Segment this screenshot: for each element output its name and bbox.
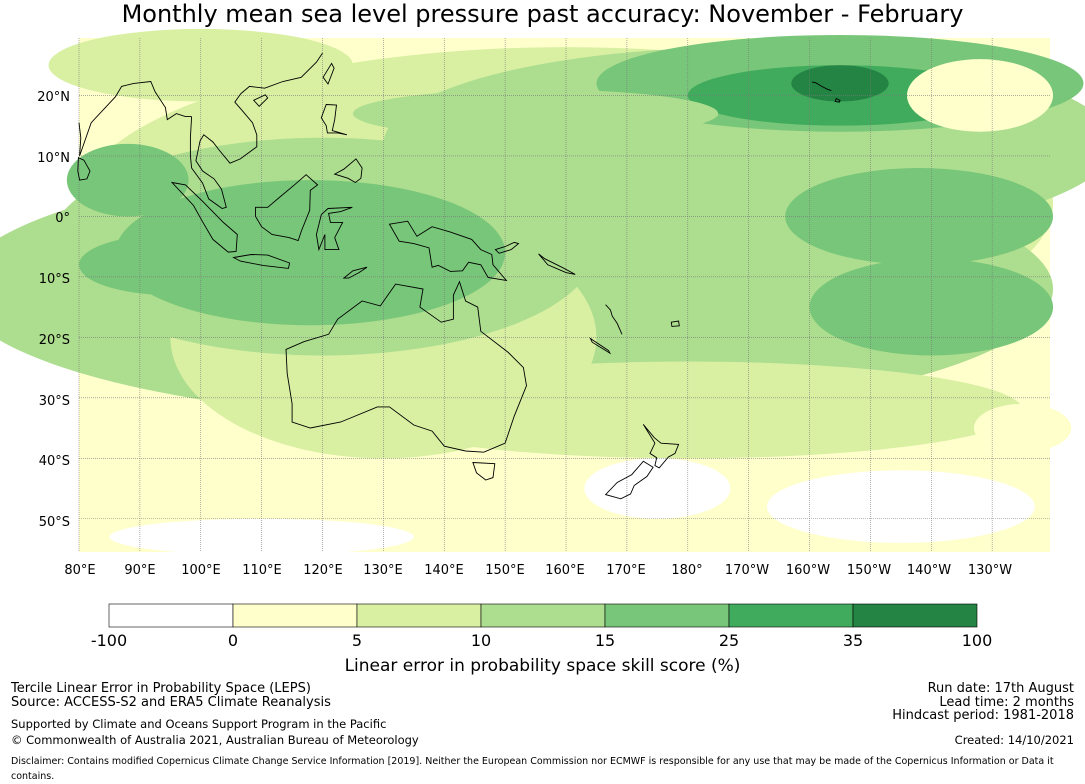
lon-label-180: 180° <box>671 563 703 578</box>
colorbar-tick-35: 35 <box>842 631 864 650</box>
skill-region-18 <box>766 470 1035 543</box>
lon-label-160w: 160°W <box>785 563 831 578</box>
colorbar-label: Linear error in probability space skill … <box>344 656 741 676</box>
lon-label-150w: 150°W <box>846 563 892 578</box>
lon-label-130e: 130°E <box>363 563 403 578</box>
skill-region-17 <box>584 458 731 519</box>
skill-region-9 <box>66 143 189 217</box>
sumatra-coast <box>170 181 238 253</box>
hawaii-coast <box>834 97 841 103</box>
footer-source: Source: ACCESS-S2 and ERA5 Climate Reana… <box>11 695 331 710</box>
vanuatu-coast <box>605 304 623 335</box>
footer-leps: Tercile Linear Error in Probability Spac… <box>11 681 311 696</box>
colorbar-swatch-2 <box>356 603 482 628</box>
lon-label-120e: 120°E <box>303 563 343 578</box>
lat-label-30s: 30°S <box>38 394 70 409</box>
lon-label-100e: 100°E <box>181 563 221 578</box>
australia-coast <box>285 280 527 453</box>
timor-coast <box>342 266 368 279</box>
footer-copyright: © Commonwealth of Australia 2021, Austra… <box>11 733 419 747</box>
lon-label-140e: 140°E <box>424 563 464 578</box>
lon-label-170e: 170°E <box>606 563 646 578</box>
colorbar-swatch-4 <box>604 603 730 628</box>
lon-label-130w: 130°W <box>967 563 1013 578</box>
bay-of-bengal-coast <box>78 81 192 157</box>
lat-label-40s: 40°S <box>38 454 70 469</box>
colorbar-swatch-0 <box>108 603 234 628</box>
colorbar-swatch-5 <box>728 603 854 628</box>
colorbar-swatch-1 <box>232 603 358 628</box>
colorbar-tick-100: 100 <box>961 631 993 650</box>
malay-peninsula-indochina-coast <box>189 52 323 209</box>
new-caledonia-coast <box>589 337 612 355</box>
footer-hindcast: Hindcast period: 1981-2018 <box>892 708 1074 723</box>
sri-lanka-coast <box>77 157 91 181</box>
lon-label-90e: 90°E <box>124 563 156 578</box>
lon-label-80e: 80°E <box>64 563 96 578</box>
new-guinea-coast <box>388 220 508 282</box>
colorbar-swatch-3 <box>480 603 606 628</box>
skill-region-14 <box>791 65 889 102</box>
footer-disclaimer: Disclaimer: Contains modified Copernicus… <box>11 756 1054 782</box>
tasmania-coast <box>472 462 496 481</box>
skill-region-10 <box>79 234 262 295</box>
lat-label-10s: 10°S <box>38 272 70 287</box>
chart-title: Monthly mean sea level pressure past acc… <box>121 0 964 28</box>
java-coast <box>232 254 291 269</box>
borneo-coast <box>255 174 319 242</box>
colorbar-tick-0: 0 <box>227 631 239 650</box>
lat-label-20s: 20°S <box>38 333 70 348</box>
lon-label-110e: 110°E <box>242 563 282 578</box>
coastlines <box>77 52 841 500</box>
colorbar-tick-25: 25 <box>718 631 740 650</box>
lat-label-10n: 10°N <box>37 151 70 166</box>
lon-label-160e: 160°E <box>545 563 585 578</box>
lon-label-170w: 170°W <box>724 563 770 578</box>
hainan-coast <box>252 94 269 107</box>
skill-region-15 <box>352 89 719 138</box>
skill-region-20 <box>973 403 1072 453</box>
colorbar-tick-5: 5 <box>351 631 363 650</box>
footer-created: Created: 14/10/2021 <box>954 733 1074 747</box>
colorbar <box>108 603 978 628</box>
luzon-coast <box>320 104 348 136</box>
colorbar-tick-15: 15 <box>594 631 616 650</box>
new-britain-coast <box>494 241 520 254</box>
lat-label-20n: 20°N <box>37 90 70 105</box>
sulawesi-coast <box>315 206 353 252</box>
skill-field <box>0 28 1085 556</box>
colorbar-tick-10: 10 <box>470 631 492 650</box>
solomon-islands-coast <box>538 253 576 275</box>
lon-label-150e: 150°E <box>485 563 525 578</box>
hawaii-islands <box>811 81 832 92</box>
skill-region-3 <box>352 361 1023 459</box>
colorbar-swatch-6 <box>852 603 978 628</box>
new-zealand-north-coast <box>642 424 680 469</box>
lat-label-50s: 50°S <box>38 515 70 530</box>
fiji-coast <box>670 320 680 327</box>
footer-lead-time: Lead time: 2 months <box>939 695 1074 710</box>
colorbar-tick-neg100: -100 <box>90 631 128 650</box>
footer-support: Supported by Climate and Oceans Support … <box>11 717 387 731</box>
taiwan-coast <box>322 62 335 85</box>
lat-label-0: 0° <box>55 211 70 226</box>
mindanao-coast <box>333 158 363 184</box>
lon-label-140w: 140°W <box>906 563 952 578</box>
new-zealand-south-coast <box>604 460 654 500</box>
map-gridlines <box>78 38 1050 552</box>
footer-run-date: Run date: 17th August <box>927 681 1074 696</box>
